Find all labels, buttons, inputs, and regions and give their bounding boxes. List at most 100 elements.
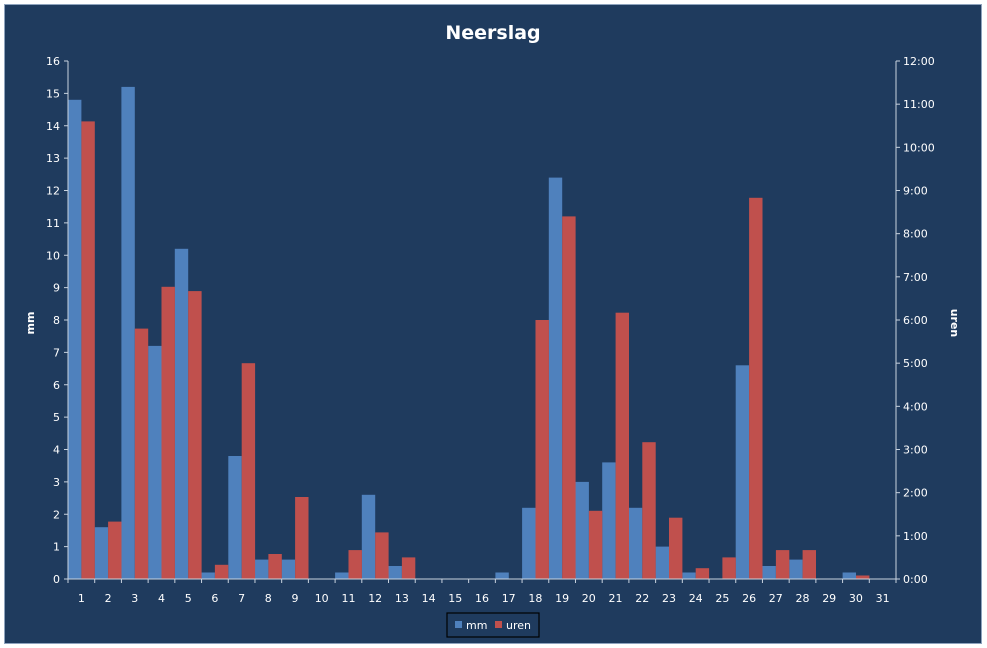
left-tick-label: 2 — [53, 508, 60, 521]
x-axis-ticks: 1 2 3 4 5 6 7 8 9 10 11 12 13 14 15 16 17 18 19 20 21 22 23 24 2… — [67, 579, 897, 605]
x-tick-label: 9 — [292, 592, 299, 605]
left-tick-label: 13 — [46, 152, 60, 165]
x-tick-label: 19 — [555, 592, 569, 605]
left-tick-label: 1 — [53, 541, 60, 554]
bar-mm-20 — [575, 481, 589, 579]
x-tick-label: 8 — [265, 592, 272, 605]
bar-mm-18 — [522, 507, 536, 579]
x-tick-label: 24 — [689, 592, 703, 605]
bar-mm-30 — [842, 572, 856, 579]
bar-mm-13 — [388, 566, 402, 579]
legend-box — [446, 612, 540, 638]
x-tick-label: 3 — [131, 592, 138, 605]
left-tick-label: 11 — [46, 217, 60, 230]
x-tick-label: 13 — [395, 592, 409, 605]
x-tick-label: 17 — [502, 592, 516, 605]
bar-mm-5 — [174, 248, 189, 580]
chart-title: Neerslag — [445, 22, 540, 44]
right-tick-label: 1:00 — [903, 530, 928, 543]
left-tick-label: 8 — [53, 314, 60, 327]
legend: mm uren — [446, 612, 540, 638]
bar-uren-23 — [669, 517, 683, 579]
bar-mm-22 — [628, 507, 643, 579]
bar-uren-12 — [375, 532, 389, 579]
x-tick-label: 25 — [715, 592, 729, 605]
bar-uren-6 — [214, 564, 229, 579]
x-tick-label: 15 — [448, 592, 462, 605]
right-tick-label: 11:00 — [903, 98, 935, 111]
x-tick-label: 16 — [475, 592, 489, 605]
left-tick-label: 5 — [53, 411, 60, 424]
chart-frame: Neerslag 0 1 2 3 4 5 6 7 8 9 10 11 12 13 14 15 16 0:00 1:… — [4, 4, 982, 644]
bar-uren-8 — [268, 554, 282, 579]
bar-uren-2 — [108, 521, 122, 579]
x-tick-label: 6 — [211, 592, 218, 605]
x-tick-label: 12 — [368, 592, 382, 605]
bar-uren-25 — [722, 557, 736, 579]
bar-mm-28 — [789, 559, 803, 579]
x-tick-label: 21 — [609, 592, 623, 605]
x-tick-label: 26 — [742, 592, 756, 605]
left-tick-label: 12 — [46, 185, 60, 198]
bar-mm-2 — [94, 527, 109, 579]
x-tick-label: 1 — [78, 592, 85, 605]
x-tick-label: 27 — [769, 592, 783, 605]
bar-uren-3 — [134, 328, 149, 579]
right-tick-label: 7:00 — [903, 271, 928, 284]
bar-mm-8 — [255, 559, 269, 579]
bar-uren-20 — [588, 510, 603, 579]
bar-uren-1 — [81, 121, 95, 580]
right-tick-label: 3:00 — [903, 444, 928, 457]
left-tick-label: 16 — [46, 55, 60, 68]
bar-uren-19 — [562, 216, 576, 579]
right-tick-label: 12:00 — [903, 55, 935, 68]
bar-mm-1 — [68, 99, 82, 580]
bar-uren-13 — [401, 557, 416, 579]
right-tick-label: 9:00 — [903, 185, 928, 198]
bar-mm-23 — [655, 546, 669, 579]
bar-uren-11 — [348, 550, 362, 579]
bar-uren-30 — [856, 575, 870, 579]
x-tick-label: 5 — [185, 592, 192, 605]
bar-mm-17 — [495, 572, 509, 579]
bar-mm-19 — [548, 177, 563, 579]
bar-mm-24 — [682, 572, 696, 579]
right-tick-label: 6:00 — [903, 314, 928, 327]
bar-mm-27 — [762, 566, 776, 579]
bar-mm-12 — [361, 494, 376, 579]
bar-mm-7 — [228, 456, 242, 579]
x-tick-label: 20 — [582, 592, 596, 605]
bar-uren-5 — [188, 291, 202, 579]
left-tick-label: 4 — [53, 444, 60, 457]
right-axis-title: uren — [948, 309, 961, 338]
right-tick-label: 0:00 — [903, 573, 928, 586]
x-tick-label: 14 — [422, 592, 436, 605]
bar-uren-18 — [535, 320, 549, 579]
left-tick-label: 14 — [46, 120, 60, 133]
x-tick-label: 23 — [662, 592, 676, 605]
right-axis-ticks: 0:00 1:00 2:00 3:00 4:00 5:00 6:00 7:00 8:00 9:00… — [896, 55, 935, 586]
x-tick-label: 30 — [849, 592, 863, 605]
right-tick-label: 4:00 — [903, 400, 928, 413]
x-tick-label: 10 — [315, 592, 329, 605]
bar-uren-22 — [642, 442, 656, 579]
left-tick-label: 9 — [53, 282, 60, 295]
bar-uren-27 — [775, 550, 790, 579]
x-tick-label: 29 — [822, 592, 836, 605]
right-tick-label: 5:00 — [903, 357, 928, 370]
legend-label-uren: uren — [506, 619, 531, 632]
left-tick-label: 3 — [53, 476, 60, 489]
bar-mm-4 — [148, 345, 162, 579]
legend-swatch-mm — [455, 621, 462, 628]
x-tick-label: 4 — [158, 592, 165, 605]
bar-mm-21 — [602, 462, 616, 579]
right-tick-label: 2:00 — [903, 487, 928, 500]
legend-label-mm: mm — [466, 619, 487, 632]
left-tick-label: 7 — [53, 346, 60, 359]
bar-mm-3 — [121, 86, 135, 580]
bar-uren-28 — [802, 550, 816, 579]
x-tick-label: 11 — [342, 592, 356, 605]
x-tick-label: 31 — [876, 592, 890, 605]
